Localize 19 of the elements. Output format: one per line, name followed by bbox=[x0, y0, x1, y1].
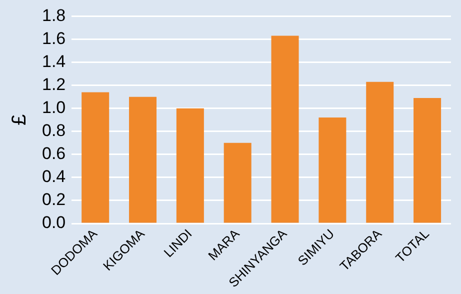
bar bbox=[366, 82, 394, 223]
y-tick-label: 0.4 bbox=[42, 167, 66, 186]
bar bbox=[224, 142, 252, 223]
bar bbox=[176, 108, 204, 223]
y-axis-title: £ bbox=[8, 114, 31, 126]
y-tick-label: 1.4 bbox=[42, 52, 66, 71]
y-tick-label: 0.6 bbox=[42, 144, 66, 164]
y-tick-label: 1.8 bbox=[42, 6, 66, 25]
bar bbox=[318, 118, 346, 223]
bar bbox=[129, 96, 157, 223]
y-tick-label: 0.8 bbox=[42, 121, 66, 140]
y-tick-label: 1.6 bbox=[42, 28, 66, 48]
y-tick-label: 0.2 bbox=[42, 190, 66, 210]
bar bbox=[271, 36, 299, 223]
y-tick-label: 1.0 bbox=[42, 98, 66, 118]
bar bbox=[414, 98, 442, 223]
bar bbox=[82, 92, 110, 223]
y-tick-label: 0.0 bbox=[42, 213, 66, 232]
y-tick-label: 1.2 bbox=[42, 74, 66, 94]
